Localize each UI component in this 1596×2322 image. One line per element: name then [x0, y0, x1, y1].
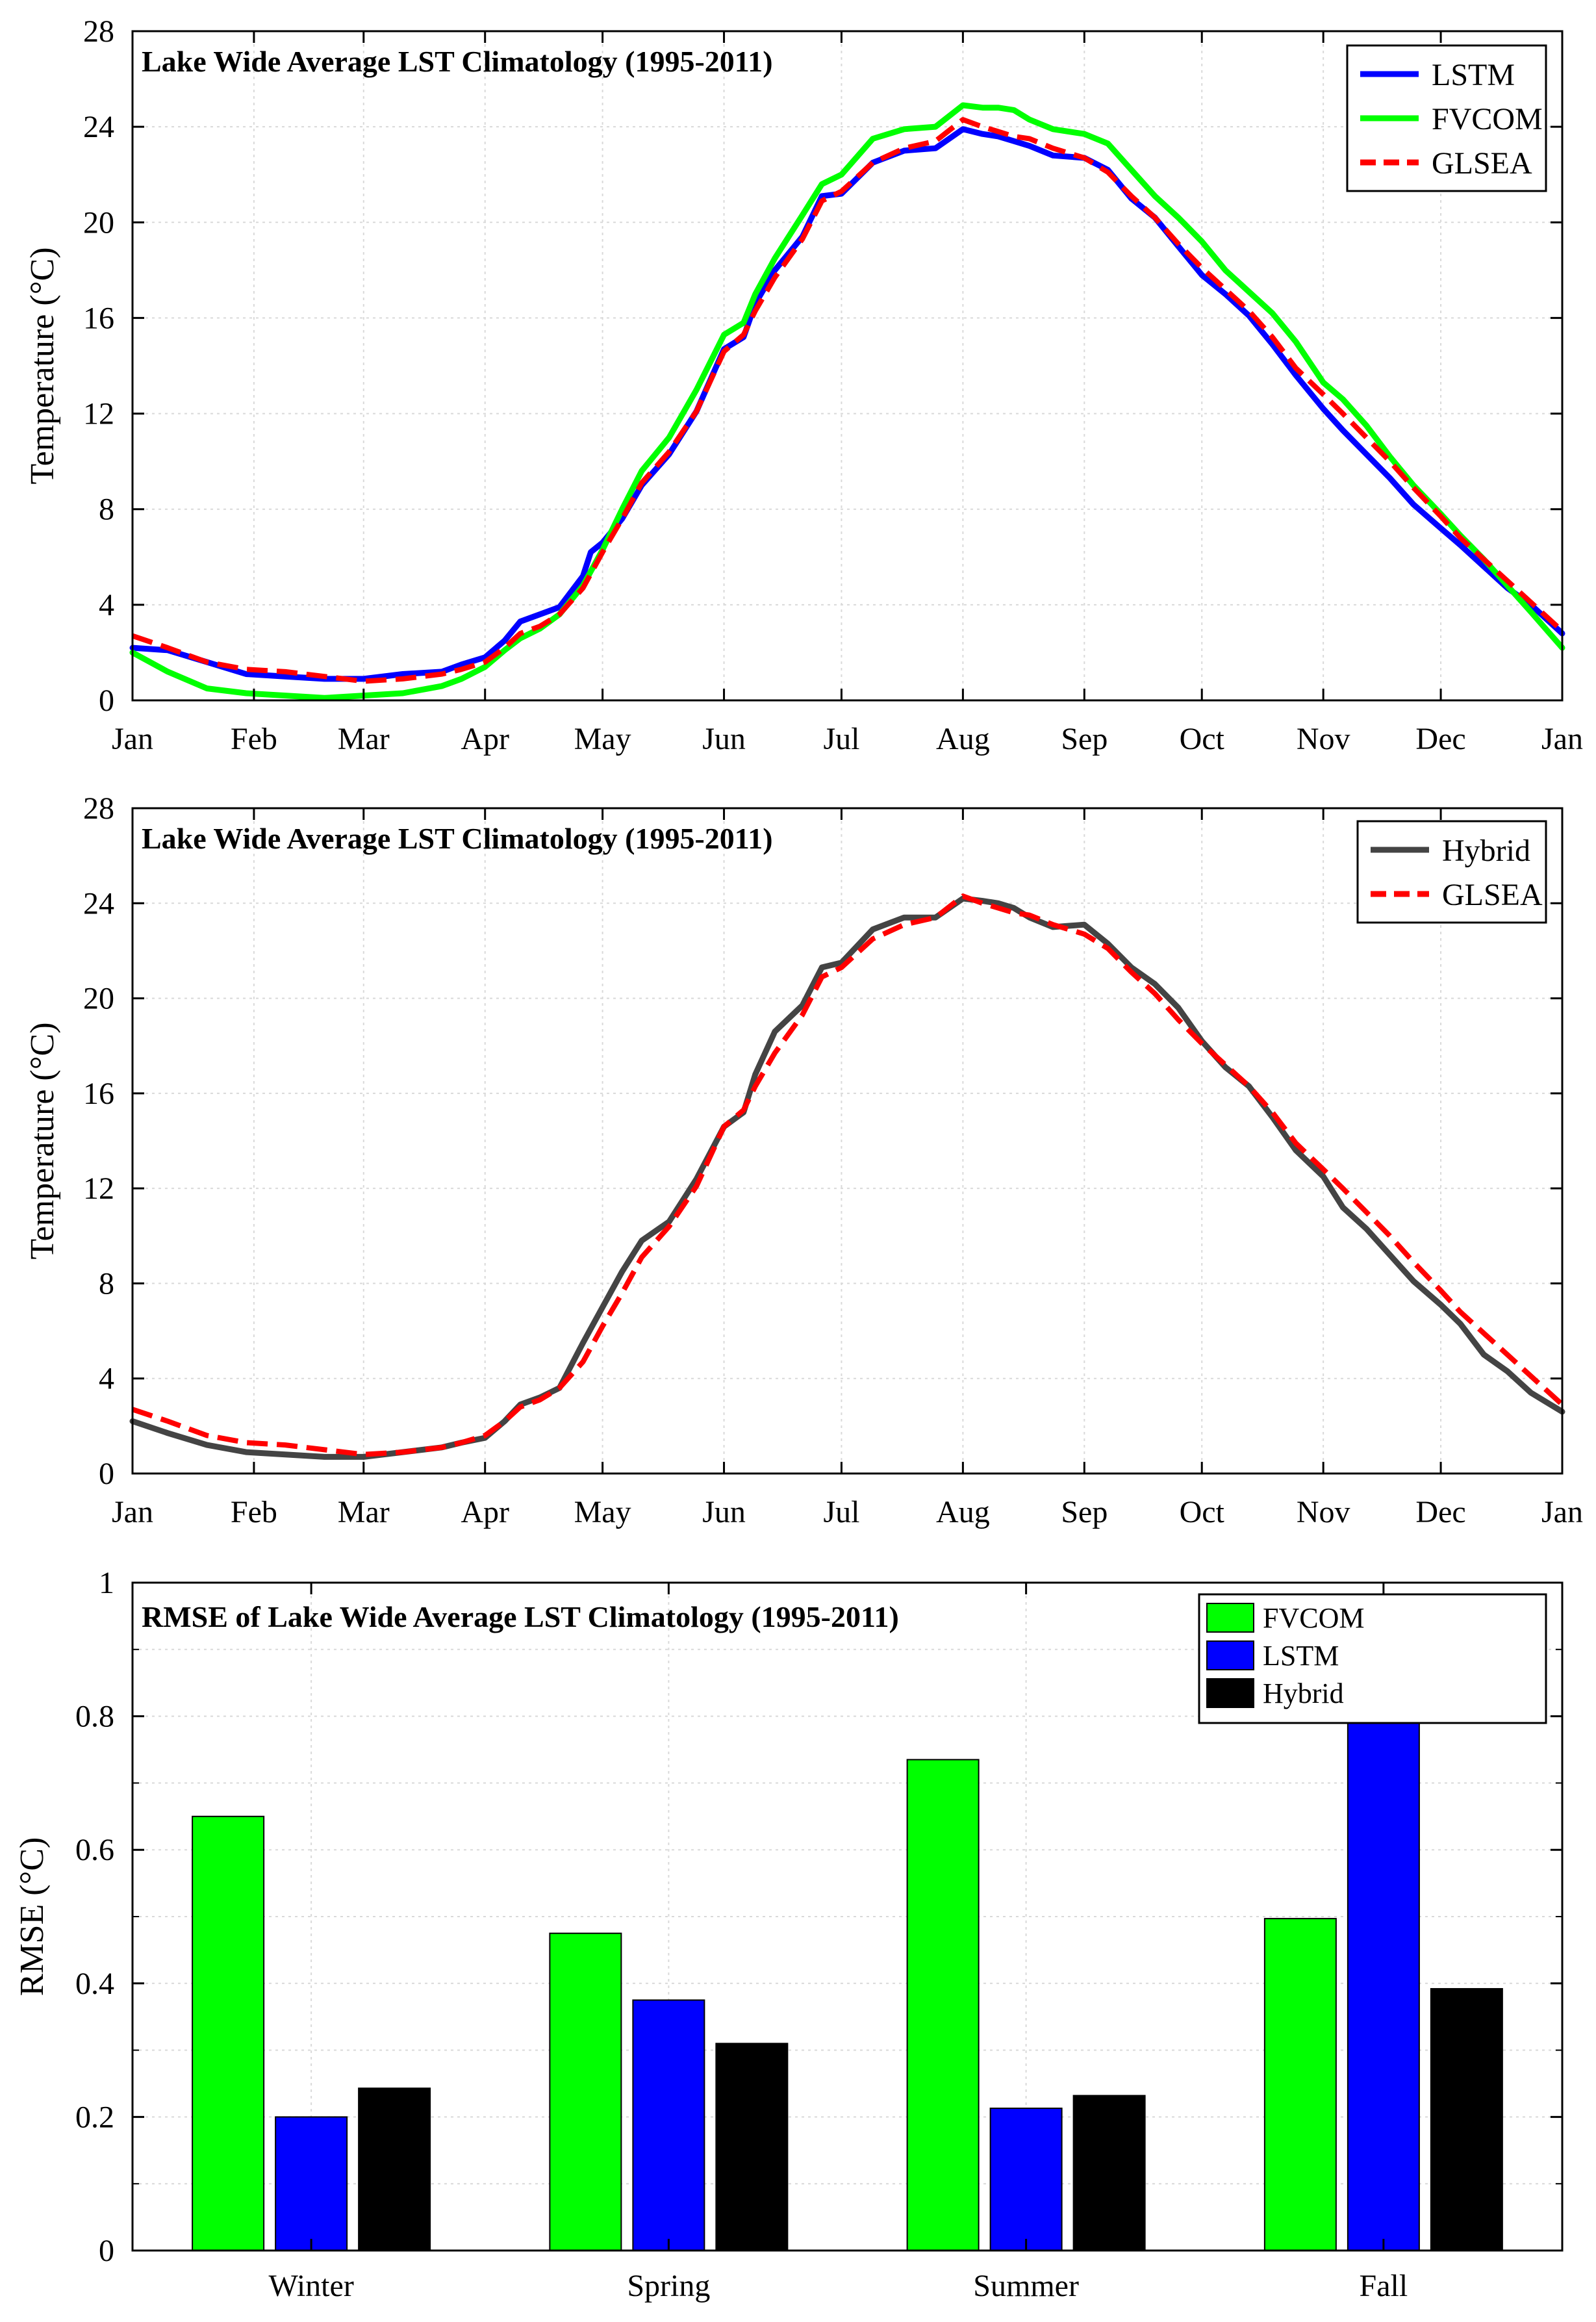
chart-title: RMSE of Lake Wide Average LST Climatolog… — [142, 1600, 899, 1633]
middle-temperature-line-chart: Jan Feb Mar Apr May Jun Jul Aug Sep Oct Nov Dec Jan 0… — [24, 791, 1583, 1529]
y-tick-label: 0 — [99, 683, 114, 718]
y-tick-label: 28 — [83, 14, 114, 49]
x-tick-label: Dec — [1415, 722, 1465, 756]
x-tick-label: Apr — [461, 1495, 509, 1529]
bar-spring-fvcom — [549, 1932, 622, 2251]
x-tick-label: Aug — [936, 1495, 990, 1529]
legend-box — [1356, 820, 1547, 924]
legend-label-glsea: GLSEA — [1432, 146, 1532, 181]
chart-title: Lake Wide Average LST Climatology (1995-… — [142, 45, 773, 78]
x-tick-label: Jan — [1541, 1495, 1583, 1529]
y-tick-label: 12 — [83, 1171, 114, 1206]
x-tick-label: Summer — [973, 2269, 1079, 2303]
x-tick-label: Jul — [823, 722, 859, 756]
x-tick-label: Oct — [1180, 1495, 1225, 1529]
legend: Hybrid GLSEA — [1356, 820, 1547, 924]
y-tick-label: 16 — [83, 1077, 114, 1111]
bar-summer-fvcom — [906, 1759, 980, 2251]
y-tick-label: 28 — [83, 791, 114, 826]
y-tick-label: 0.6 — [75, 1833, 114, 1867]
bar-winter-hybrid — [358, 2087, 431, 2252]
bar-spring-lstm — [632, 1999, 705, 2251]
y-tick-label: 8 — [99, 492, 114, 527]
legend-label-fvcom: FVCOM — [1432, 102, 1543, 136]
legend-swatch-fvcom — [1206, 1603, 1254, 1633]
legend: LSTM FVCOM GLSEA — [1346, 44, 1547, 192]
y-tick-label: 0 — [99, 2234, 114, 2268]
legend-label-hybrid: Hybrid — [1263, 1678, 1344, 1709]
x-tick-label: Nov — [1297, 1495, 1350, 1529]
bar-fall-hybrid — [1430, 1988, 1503, 2251]
y-tick-label: 8 — [99, 1266, 114, 1301]
x-tick-label: Jan — [112, 722, 153, 756]
legend-swatch-lstm — [1206, 1640, 1254, 1670]
x-tick-label: Mar — [338, 1495, 390, 1529]
plot-frame — [131, 807, 1564, 1475]
x-tick-label: Sep — [1061, 722, 1108, 756]
x-tick-label: Sep — [1061, 1495, 1108, 1529]
x-tick-label: Aug — [936, 722, 990, 756]
plot-frame — [131, 30, 1564, 702]
x-tick-label: Feb — [231, 722, 277, 756]
bar-winter-fvcom — [192, 1815, 265, 2252]
y-tick-label: 1 — [99, 1566, 114, 1600]
x-tick-label: May — [574, 1495, 631, 1529]
x-tick-label: Mar — [338, 722, 390, 756]
x-tick-label: Fall — [1360, 2269, 1408, 2303]
series-line-glsea — [131, 893, 1564, 1457]
y-tick-label: 0.2 — [75, 2100, 114, 2134]
y-axis-label: Temperature (°C) — [24, 1022, 61, 1259]
bar-fall-fvcom — [1263, 1918, 1337, 2251]
legend: FVCOM LSTM Hybrid — [1198, 1593, 1547, 1724]
legend-box — [1198, 1593, 1547, 1724]
x-tick-label: Jan — [1541, 722, 1583, 756]
legend-label-glsea: GLSEA — [1442, 878, 1543, 912]
x-tick-label: Dec — [1415, 1495, 1465, 1529]
x-tick-label: Oct — [1180, 722, 1225, 756]
x-tick-label: Spring — [627, 2269, 710, 2303]
x-tick-label: May — [574, 722, 631, 756]
legend-label-lstm: LSTM — [1263, 1640, 1339, 1672]
x-tick-label: Apr — [461, 722, 509, 756]
chart-title: Lake Wide Average LST Climatology (1995-… — [142, 822, 773, 855]
bar-summer-lstm — [989, 2108, 1063, 2251]
x-tick-label: Feb — [231, 1495, 277, 1529]
x-tick-label: Winter — [268, 2269, 353, 2303]
series-line-glsea — [131, 117, 1564, 684]
y-tick-label: 24 — [83, 886, 114, 921]
y-tick-label: 4 — [99, 1362, 114, 1396]
bar-summer-hybrid — [1072, 2095, 1146, 2251]
rmse-bar-chart: Winter Spring Summer Fall 0 0.2 0.4 0.6 0.8 1 RMSE… — [14, 1566, 1564, 2303]
x-tick-label: Jun — [702, 722, 746, 756]
y-tick-label: 24 — [83, 110, 114, 144]
y-tick-label: 0.8 — [75, 1700, 114, 1734]
series-line-lstm — [129, 126, 1565, 682]
legend-label-lstm: LSTM — [1432, 58, 1515, 92]
x-tick-label: Jun — [702, 1495, 746, 1529]
legend-label-fvcom: FVCOM — [1263, 1602, 1365, 1634]
x-tick-label: Nov — [1297, 722, 1350, 756]
y-tick-label: 12 — [83, 397, 114, 431]
y-tick-label: 0 — [99, 1457, 114, 1491]
y-tick-label: 0.4 — [75, 1967, 114, 2001]
y-tick-label: 20 — [83, 982, 114, 1016]
y-tick-label: 16 — [83, 301, 114, 335]
bar-spring-hybrid — [715, 2043, 789, 2252]
y-tick-label: 4 — [99, 588, 114, 622]
top-temperature-line-chart: Jan Feb Mar Apr May Jun Jul Aug Sep Oct Nov Dec Jan 0… — [24, 14, 1583, 756]
bar-winter-lstm — [275, 2116, 348, 2251]
y-axis-label: RMSE (°C) — [14, 1837, 51, 1997]
y-tick-label: 20 — [83, 205, 114, 240]
legend-swatch-hybrid — [1206, 1678, 1254, 1708]
bar-fall-lstm — [1347, 1720, 1420, 2251]
y-axis-label: Temperature (°C) — [24, 247, 61, 484]
series-line-fvcom — [129, 102, 1565, 701]
legend-label-hybrid: Hybrid — [1442, 834, 1530, 868]
x-tick-label: Jan — [112, 1495, 153, 1529]
x-tick-label: Jul — [823, 1495, 859, 1529]
